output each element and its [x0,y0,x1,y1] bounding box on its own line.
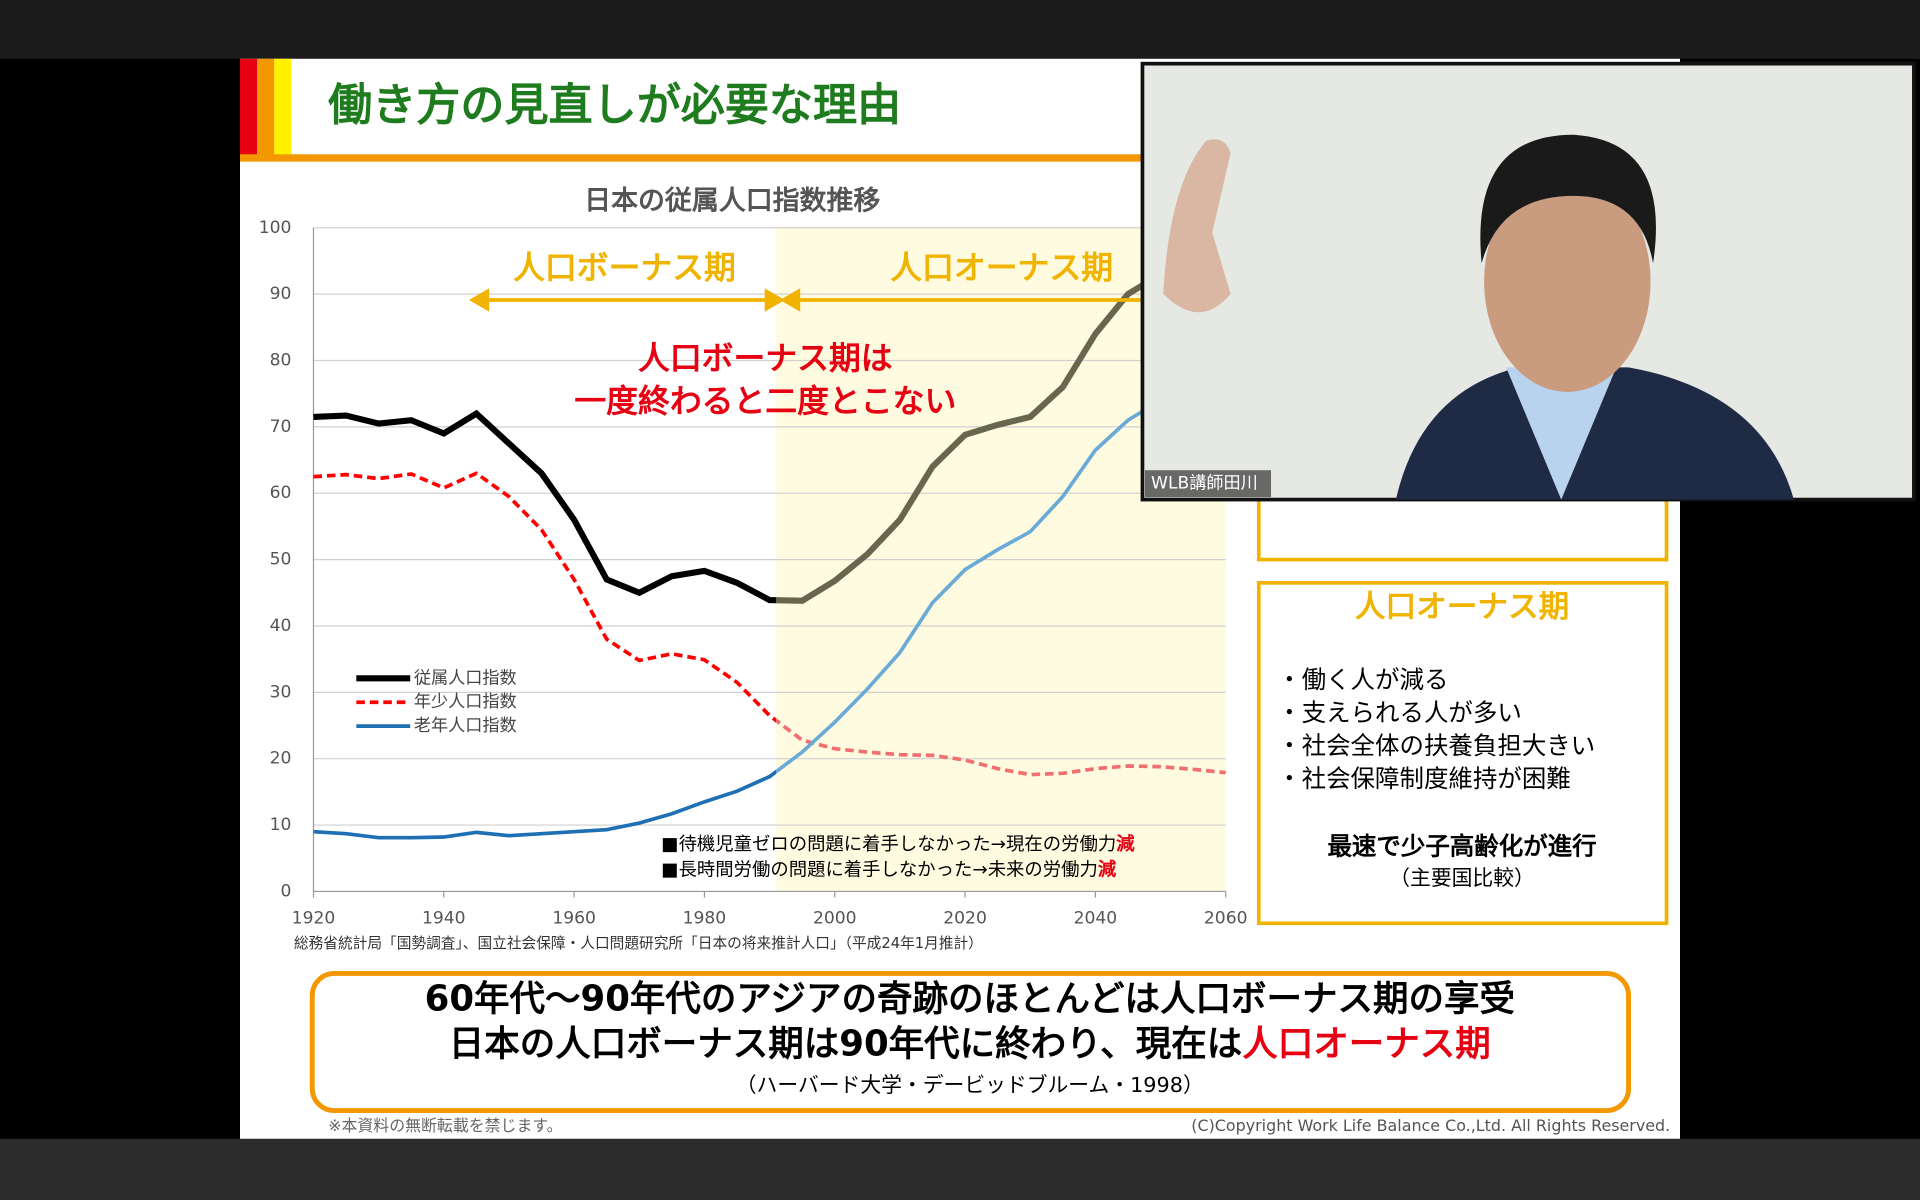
y-tick-label: 0 [281,881,292,901]
header-rule [240,154,1680,162]
y-tick-label: 40 [270,616,292,636]
summary-highlight: 人口オーナス期 [1242,1024,1491,1065]
arrows [469,288,1145,312]
x-tick-label: 2060 [1204,908,1248,928]
name-tag [1144,470,1272,498]
y-tick-label: 10 [270,815,292,835]
person-body [1395,367,1794,500]
person-hand [1163,139,1231,313]
series-line [313,398,1162,840]
box-title: 人口オーナス期 [1355,590,1569,625]
legend-label: 老年人口指数 [414,716,517,736]
legend-label: 従属人口指数 [414,668,517,688]
deco-bar [240,58,258,157]
deco-bar [257,58,275,157]
warning: 人口ボーナス期は [638,339,893,377]
x-tick-label: 2040 [1074,908,1118,928]
x-tick-label: 1940 [422,908,466,928]
footer: ※本資料の無断転載を禁じます。 [328,1116,562,1135]
annotation: 人口オーナス期 [890,248,1113,286]
y-tick-label: 60 [270,483,292,503]
bullet: ・社会全体の扶養負担大きい [1277,731,1595,760]
top-bar [0,0,1920,59]
onus-box [1256,581,1669,926]
deco-bar [274,58,292,157]
series-line [313,271,1163,604]
emphasis: 最速で少子高齢化が進行 [1327,831,1596,860]
y-tick-label: 80 [270,350,292,370]
summary-box [309,971,1632,1114]
person-hair [1480,134,1656,264]
source: 総務省統計局「国勢調査」、国立社会保障・人口問題研究所「日本の将来推計人口」（平… [294,934,983,952]
y-tick-label: 90 [270,284,292,304]
bullet: ・働く人が減る [1277,665,1448,694]
summary-text: 日本の人口ボーナス期は90年代に終わり、現在は [449,1024,1242,1065]
slide-title: 働き方の見直しが必要な理由 [328,80,901,131]
y-tick-label: 20 [270,749,292,769]
bullet: ・社会保障制度維持が困難 [1277,764,1571,793]
x-tick-label: 2000 [813,908,857,928]
bullet: ・支えられる人が多い [1277,698,1522,727]
y-tick-label: 70 [270,417,292,437]
warning: 一度終わると二度とこない [574,382,956,420]
annotation: 人口ボーナス期 [513,248,736,286]
note: ■長時間労働の問題に着手しなかった→未来の労働力減 [661,859,1117,881]
note-text: ■待機児童ゼロの問題に着手しなかった→現在の労働力 [661,834,1116,855]
note-highlight: 減 [1098,859,1117,881]
note-text: ■長時間労働の問題に着手しなかった→未来の労働力 [661,860,1098,881]
summary: 日本の人口ボーナス期は90年代に終わり、現在は人口オーナス期 [449,1024,1491,1065]
y-tick-label: 30 [270,682,292,702]
video-panel: WLB講師田川 [1140,61,1916,502]
summary: 60年代～90年代のアジアの奇跡のほとんどは人口ボーナス期の享受 [425,978,1515,1019]
x-tick-label: 1920 [292,908,336,928]
person-shirt [1506,367,1617,500]
series-line [313,471,1226,777]
x-tick-label: 2020 [943,908,987,928]
legend-label: 年少人口指数 [414,692,517,712]
y-tick-label: 50 [270,550,292,570]
x-tick-label: 1980 [683,908,727,928]
citation: （ハーバード大学・デービッドブルーム・1998） [736,1073,1204,1097]
footer: (C)Copyright Work Life Balance Co.,Ltd. … [1191,1116,1670,1135]
note-highlight: 減 [1116,833,1135,855]
participant-name: WLB講師田川 [1151,474,1258,494]
box-note: （主要国比較） [1389,866,1535,890]
person-face [1484,171,1651,392]
x-tick-label: 1960 [552,908,596,928]
chart-title: 日本の従属人口指数推移 [584,186,880,217]
y-tick-label: 100 [259,218,292,238]
bottom-bar [0,1138,1920,1200]
note: ■待機児童ゼロの問題に着手しなかった→現在の労働力減 [661,833,1135,855]
